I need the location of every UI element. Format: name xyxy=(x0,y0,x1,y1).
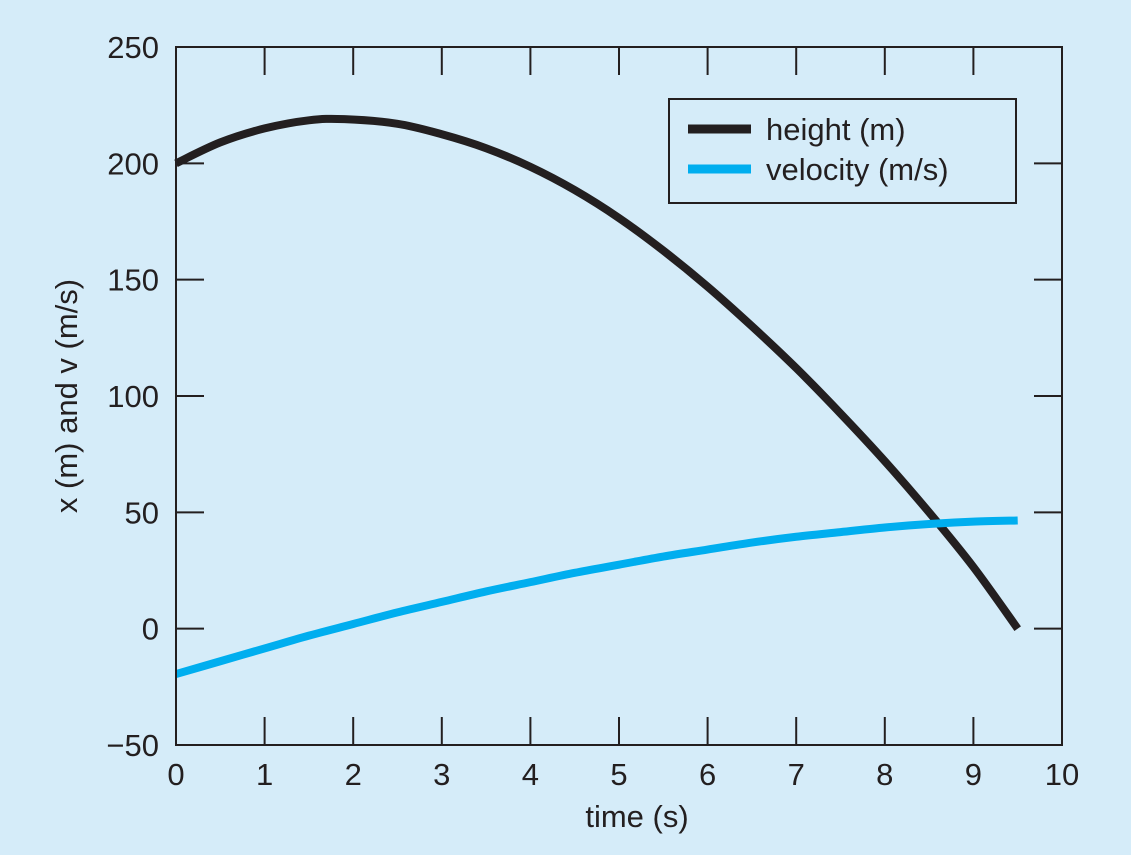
legend: height (m) velocity (m/s) xyxy=(668,98,1017,204)
x-tick-label-6: 6 xyxy=(699,757,716,792)
legend-label-height: height (m) xyxy=(766,112,906,147)
x-tick-label-2: 2 xyxy=(345,757,362,792)
y-axis-title: x (m) and v (m/s) xyxy=(49,279,84,513)
series-line-velocity xyxy=(174,516,1018,678)
x-tick-label-7: 7 xyxy=(788,757,805,792)
y-tick-label-0: 0 xyxy=(142,612,159,647)
x-axis-title: time (s) xyxy=(585,799,688,834)
legend-box xyxy=(668,98,1017,204)
y-tick-label-150: 150 xyxy=(107,263,159,298)
y-tick-label--50: −50 xyxy=(106,728,159,763)
ticks-layer xyxy=(176,47,1062,745)
x-tick-label-0: 0 xyxy=(167,757,184,792)
y-tick-label-50: 50 xyxy=(125,495,159,530)
y-tick-label-200: 200 xyxy=(107,146,159,181)
x-tick-label-9: 9 xyxy=(965,757,982,792)
x-tick-label-3: 3 xyxy=(433,757,450,792)
x-tick-label-8: 8 xyxy=(876,757,893,792)
x-tick-label-1: 1 xyxy=(256,757,273,792)
x-tick-label-5: 5 xyxy=(610,757,627,792)
series-layer xyxy=(174,114,1021,678)
x-tick-label-10: 10 xyxy=(1045,757,1079,792)
y-tick-label-100: 100 xyxy=(107,379,159,414)
legend-label-velocity: velocity (m/s) xyxy=(766,152,949,187)
series-line-height xyxy=(174,114,1021,632)
x-tick-label-4: 4 xyxy=(522,757,539,792)
y-tick-label-250: 250 xyxy=(107,30,159,65)
